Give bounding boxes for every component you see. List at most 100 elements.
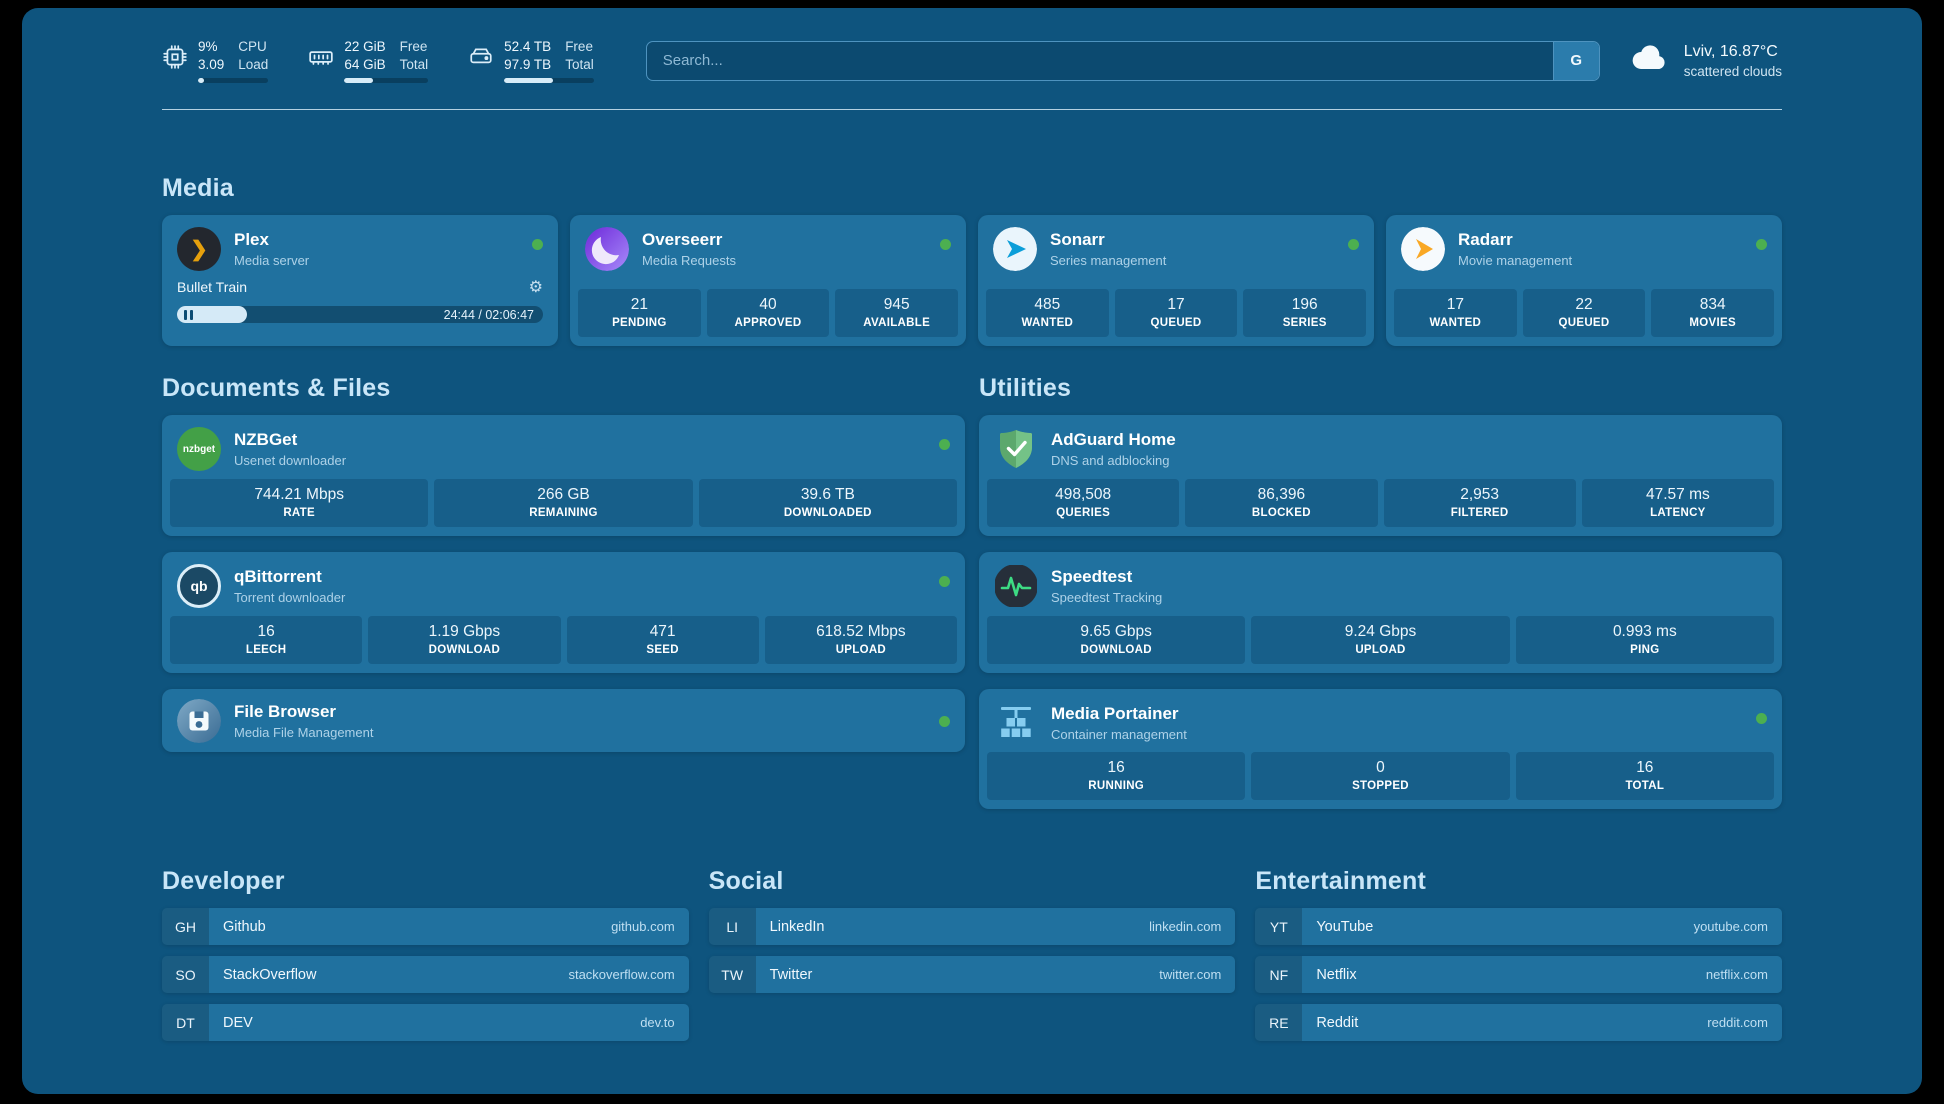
card-filebrowser[interactable]: File Browser Media File Management xyxy=(162,689,965,753)
bookmark-domain: dev.to xyxy=(640,1015,675,1031)
bookmark-domain: twitter.com xyxy=(1159,967,1222,983)
card-subtitle: Media server xyxy=(234,253,310,269)
plex-icon: ❯ xyxy=(177,227,221,272)
bookmark-dev[interactable]: DT DEV dev.to xyxy=(162,1004,689,1042)
card-nzbget[interactable]: nzbget NZBGet Usenet downloader 744.21 M… xyxy=(162,415,965,537)
stat-filtered: 2,953 FILTERED xyxy=(1383,479,1576,528)
bookmark-abbr: TW xyxy=(708,956,756,994)
cpu-usage-value: 9% xyxy=(198,39,218,54)
bookmark-abbr: DT xyxy=(162,1004,209,1042)
bookmark-github[interactable]: GH Github github.com xyxy=(162,908,689,946)
card-speedtest[interactable]: Speedtest Speedtest Tracking 9.65 Gbps D… xyxy=(979,552,1782,674)
bookmark-netflix[interactable]: NF Netflix netflix.com xyxy=(1255,956,1782,994)
bookmark-linkedin[interactable]: LI LinkedIn linkedin.com xyxy=(708,908,1236,946)
pause-button[interactable] xyxy=(184,310,193,321)
nzbget-icon: nzbget xyxy=(177,427,221,472)
ram-total-label: Total xyxy=(399,56,429,72)
stat-latency: 47.57 ms LATENCY xyxy=(1581,479,1774,528)
status-dot xyxy=(1348,239,1359,251)
stat-upload: 9.24 Gbps UPLOAD xyxy=(1251,616,1510,665)
bookmark-name: YouTube xyxy=(1316,918,1374,935)
playback-progress-bar[interactable]: 24:44 / 02:06:47 xyxy=(177,306,543,324)
stat-approved: 40 APPROVED xyxy=(706,289,830,338)
section-title-utilities: Utilities xyxy=(979,374,1072,403)
stat-leech: 16 LEECH xyxy=(170,616,363,665)
card-title: Sonarr xyxy=(1050,230,1105,250)
disk-free-label: Free xyxy=(565,39,593,54)
card-overseerr[interactable]: Overseerr Media Requests 21 PENDING 40 A… xyxy=(570,215,966,347)
card-title: AdGuard Home xyxy=(1051,430,1176,450)
adguard-icon xyxy=(994,427,1038,471)
stat-rate: 744.21 Mbps RATE xyxy=(170,479,429,528)
bookmark-abbr: LI xyxy=(708,908,756,946)
stat-downloaded: 39.6 TB DOWNLOADED xyxy=(698,479,957,528)
cpu-label: CPU xyxy=(238,39,267,54)
card-adguard[interactable]: AdGuard Home DNS and adblocking 498,508 … xyxy=(979,415,1782,537)
ram-free-label: Free xyxy=(399,39,428,54)
bookmark-domain: github.com xyxy=(611,919,675,935)
bookmark-name: DEV xyxy=(223,1014,253,1031)
bookmark-name: StackOverflow xyxy=(223,966,317,983)
cpu-metric: 9% 3.09 CPU Load xyxy=(162,38,269,84)
bookmark-domain: stackoverflow.com xyxy=(568,967,675,983)
stat-wanted: 485 WANTED xyxy=(986,289,1109,338)
status-dot xyxy=(1756,239,1767,251)
bookmark-domain: youtube.com xyxy=(1693,919,1768,935)
section-title-social: Social xyxy=(708,867,784,896)
bookmark-name: Reddit xyxy=(1316,1014,1359,1031)
card-subtitle: Media File Management xyxy=(234,725,374,741)
stat-download: 1.19 Gbps DOWNLOAD xyxy=(368,616,561,665)
stat-pending: 21 PENDING xyxy=(578,289,701,338)
bookmark-abbr: NF xyxy=(1255,956,1303,994)
disk-progress-bar xyxy=(504,78,594,84)
ram-free-value: 22 GiB xyxy=(344,39,386,54)
section-title-developer: Developer xyxy=(162,867,285,896)
search-engine-button[interactable]: G xyxy=(1552,41,1599,80)
qbittorrent-icon: qb xyxy=(177,564,221,609)
settings-gear-icon[interactable]: ⚙ xyxy=(528,279,543,297)
radarr-icon xyxy=(1401,227,1445,272)
filebrowser-icon xyxy=(177,699,221,744)
stat-blocked: 86,396 BLOCKED xyxy=(1185,479,1378,528)
card-sonarr[interactable]: Sonarr Series management 485 WANTED 17 Q… xyxy=(978,215,1374,347)
stat-queries: 498,508 QUERIES xyxy=(987,479,1180,528)
card-title: Media Portainer xyxy=(1051,704,1179,724)
bookmark-stackoverflow[interactable]: SO StackOverflow stackoverflow.com xyxy=(162,956,689,994)
stat-total: 16 TOTAL xyxy=(1515,752,1774,801)
card-title: qBittorrent xyxy=(234,567,322,587)
weather-condition: scattered clouds xyxy=(1683,63,1782,79)
card-portainer[interactable]: Media Portainer Container management 16 … xyxy=(979,689,1782,810)
bookmark-domain: linkedin.com xyxy=(1149,919,1222,935)
bookmark-twitter[interactable]: TW Twitter twitter.com xyxy=(708,956,1236,994)
stat-series: 196 SERIES xyxy=(1243,289,1367,338)
stat-ping: 0.993 ms PING xyxy=(1515,616,1774,665)
bookmark-abbr: GH xyxy=(162,908,209,946)
section-title-media: Media xyxy=(162,174,234,203)
card-subtitle: Series management xyxy=(1050,253,1167,269)
disk-total-label: Total xyxy=(565,56,594,72)
cpu-progress-bar xyxy=(198,78,269,84)
status-dot xyxy=(940,239,951,251)
bookmark-reddit[interactable]: RE Reddit reddit.com xyxy=(1255,1004,1782,1042)
speedtest-icon xyxy=(994,564,1038,608)
bookmark-domain: netflix.com xyxy=(1705,967,1768,983)
cloud-icon xyxy=(1630,42,1672,79)
status-dot xyxy=(532,239,543,251)
stat-available: 945 AVAILABLE xyxy=(835,289,959,338)
card-title: NZBGet xyxy=(234,430,298,450)
card-plex[interactable]: ❯ Plex Media server Bullet Train ⚙ xyxy=(162,215,558,347)
sonarr-icon xyxy=(993,227,1037,272)
card-subtitle: DNS and adblocking xyxy=(1051,453,1170,469)
bookmark-youtube[interactable]: YT YouTube youtube.com xyxy=(1255,908,1782,946)
stat-queued: 22 QUEUED xyxy=(1522,289,1646,338)
playback-time: 24:44 / 02:06:47 xyxy=(443,308,534,323)
status-dot xyxy=(939,439,950,451)
search-input[interactable] xyxy=(646,41,1553,80)
disk-icon xyxy=(468,44,494,75)
ram-icon xyxy=(308,44,334,75)
card-subtitle: Speedtest Tracking xyxy=(1051,590,1163,606)
section-title-entertainment: Entertainment xyxy=(1255,867,1427,896)
card-qbittorrent[interactable]: qb qBittorrent Torrent downloader 16 LEE… xyxy=(162,552,965,674)
card-radarr[interactable]: Radarr Movie management 17 WANTED 22 QUE… xyxy=(1386,215,1782,347)
ram-total-value: 64 GiB xyxy=(344,56,386,72)
